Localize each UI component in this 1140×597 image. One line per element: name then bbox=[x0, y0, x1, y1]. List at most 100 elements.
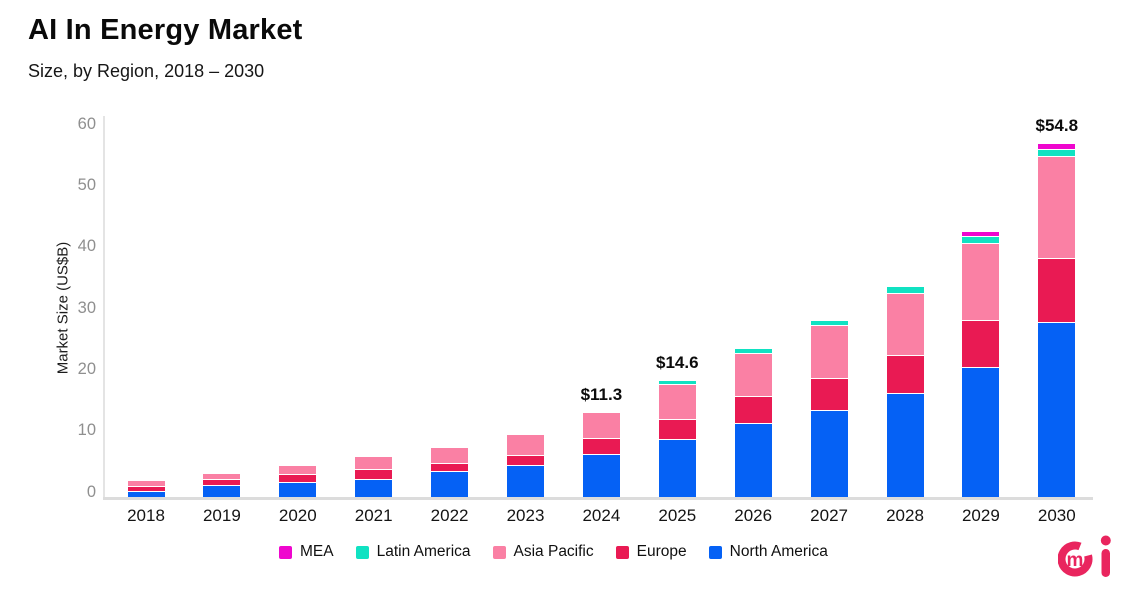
bar-segment-latin-america bbox=[810, 320, 848, 327]
legend-swatch-asia-pacific bbox=[492, 545, 506, 559]
bar-segment-asia-pacific bbox=[886, 293, 924, 357]
value-label-2030: $54.8 bbox=[1035, 115, 1079, 135]
x-tick-2022: 2022 bbox=[430, 506, 469, 525]
bar-segment-europe bbox=[127, 486, 165, 493]
bar-segment-north-america bbox=[127, 492, 165, 497]
bar-segment-latin-america bbox=[1038, 149, 1076, 158]
x-tick-2028: 2028 bbox=[886, 506, 924, 525]
cmi-logo-mark: m bbox=[1058, 535, 1111, 577]
legend: MEA Latin America Asia Pacific Europe North … bbox=[279, 543, 828, 561]
legend-label-north-america: North America bbox=[729, 543, 828, 560]
bar-2027 bbox=[810, 320, 848, 497]
value-label-2024: $11.3 bbox=[580, 385, 623, 404]
bar-segment-asia-pacific bbox=[810, 326, 848, 379]
y-tick-0: 0 bbox=[86, 482, 96, 501]
bar-segment-asia-pacific bbox=[507, 434, 544, 456]
bar-segment-asia-pacific bbox=[658, 384, 696, 420]
bar-segment-north-america bbox=[810, 410, 848, 497]
x-tick-2020: 2020 bbox=[278, 506, 317, 525]
bar-segment-asia-pacific bbox=[127, 481, 165, 487]
bar-segment-asia-pacific bbox=[734, 353, 772, 398]
y-tick-40: 40 bbox=[77, 237, 96, 256]
y-tick-20: 20 bbox=[77, 359, 96, 378]
bar-segment-latin-america bbox=[658, 380, 696, 385]
x-tick-2027: 2027 bbox=[810, 506, 848, 525]
cmi-logo: m bbox=[1058, 535, 1111, 577]
bar-segment-europe bbox=[203, 479, 241, 486]
bar-segment-asia-pacific bbox=[962, 244, 1000, 322]
bar-2026 bbox=[734, 348, 772, 497]
x-tick-2018: 2018 bbox=[127, 506, 165, 525]
x-tick-2026: 2026 bbox=[734, 506, 773, 525]
legend-item-latin-america: Latin America bbox=[355, 543, 471, 561]
x-tick-2019: 2019 bbox=[202, 506, 241, 525]
legend-label-mea: MEA bbox=[300, 543, 334, 560]
legend-label-latin-america: Latin America bbox=[376, 543, 471, 560]
bar-segment-europe bbox=[355, 470, 393, 480]
bar-2019 bbox=[203, 473, 241, 497]
bar-segment-asia-pacific bbox=[582, 413, 620, 439]
y-axis-line bbox=[103, 116, 105, 500]
y-tick-50: 50 bbox=[77, 175, 96, 194]
bar-2024 bbox=[582, 413, 620, 497]
bar-segment-north-america bbox=[355, 479, 393, 497]
bar-segment-mea bbox=[962, 231, 1000, 238]
bar-segment-europe bbox=[431, 464, 469, 473]
bar-segment-europe bbox=[734, 397, 772, 424]
legend-item-asia-pacific: Asia Pacific bbox=[492, 543, 594, 561]
logo-i-dot bbox=[1100, 535, 1111, 546]
chart-subtitle: Size, by Region, 2018 – 2030 bbox=[28, 61, 265, 81]
logo-letter-m: m bbox=[1067, 550, 1084, 571]
logo-i-stem bbox=[1101, 549, 1110, 577]
bar-segment-europe bbox=[279, 474, 317, 484]
bar-segment-north-america bbox=[582, 455, 620, 497]
bar-2021 bbox=[355, 456, 393, 497]
bar-segment-north-america bbox=[658, 440, 696, 497]
bar-segment-europe bbox=[582, 438, 620, 455]
bar-segment-europe bbox=[507, 455, 544, 466]
bar-segment-europe bbox=[886, 356, 924, 394]
bar-segment-asia-pacific bbox=[203, 473, 241, 480]
bar-segment-north-america bbox=[507, 465, 544, 497]
bar-segment-latin-america bbox=[962, 237, 1000, 245]
y-tick-60: 60 bbox=[77, 114, 96, 133]
chart-title: AI In Energy Market bbox=[28, 14, 303, 46]
x-tick-2021: 2021 bbox=[354, 506, 393, 525]
bar-segment-north-america bbox=[1038, 323, 1076, 497]
value-label-2025: $14.6 bbox=[656, 352, 699, 372]
bar-segment-asia-pacific bbox=[1038, 157, 1076, 260]
bar-2018 bbox=[127, 481, 165, 497]
bar-segment-north-america bbox=[431, 472, 469, 497]
bar-2023 bbox=[507, 434, 544, 497]
legend-label-europe: Europe bbox=[636, 543, 687, 560]
bar-segment-asia-pacific bbox=[355, 456, 393, 471]
y-tick-10: 10 bbox=[77, 421, 96, 440]
bar-segment-north-america bbox=[203, 485, 241, 497]
bar-segment-north-america bbox=[734, 423, 772, 497]
bar-segment-asia-pacific bbox=[279, 466, 317, 475]
bar-segment-europe bbox=[810, 378, 848, 411]
legend-swatch-europe bbox=[615, 545, 629, 559]
legend-item-north-america: North America bbox=[708, 543, 828, 561]
bar-segment-mea bbox=[1038, 143, 1076, 150]
legend-item-mea: MEA bbox=[279, 543, 334, 561]
bar-segment-north-america bbox=[962, 368, 1000, 497]
bar-segment-europe bbox=[962, 321, 1000, 368]
bar-segment-north-america bbox=[886, 393, 924, 497]
bar-segment-europe bbox=[1038, 259, 1076, 323]
y-tick-30: 30 bbox=[77, 298, 96, 317]
x-tick-2030: 2030 bbox=[1037, 506, 1076, 525]
bar-segment-latin-america bbox=[886, 287, 924, 294]
bar-2020 bbox=[279, 466, 317, 497]
bar-segment-europe bbox=[658, 419, 696, 440]
legend-swatch-latin-america bbox=[355, 545, 369, 559]
bar-2030 bbox=[1038, 143, 1076, 497]
x-tick-2029: 2029 bbox=[961, 506, 1000, 525]
bar-segment-north-america bbox=[279, 483, 317, 497]
x-tick-2024: 2024 bbox=[582, 506, 621, 525]
bar-2022 bbox=[431, 447, 469, 497]
bar-2029 bbox=[962, 231, 1000, 497]
legend-item-europe: Europe bbox=[615, 543, 687, 561]
